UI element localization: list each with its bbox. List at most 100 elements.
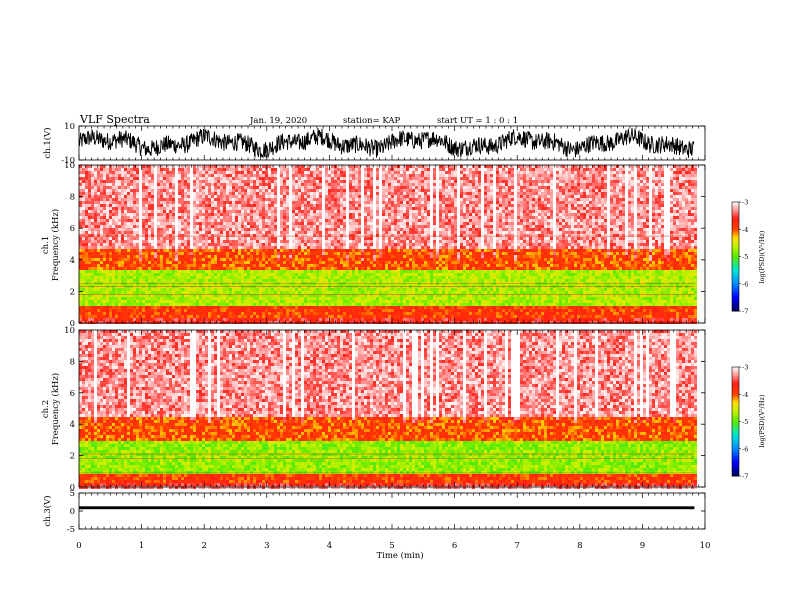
spectrogram-cell bbox=[130, 243, 133, 246]
spectrogram-cell bbox=[139, 264, 142, 267]
spectrogram-cell bbox=[124, 225, 127, 228]
spectrogram-cell bbox=[166, 237, 169, 240]
spectrogram-cell bbox=[94, 318, 97, 321]
spectrogram-cell bbox=[97, 279, 100, 282]
spectrogram-cell bbox=[112, 291, 115, 294]
spectrogram-cell bbox=[157, 195, 160, 198]
spectrogram-cell bbox=[94, 237, 97, 240]
spectrogram-cell bbox=[166, 312, 169, 315]
spectrogram-cell bbox=[157, 258, 160, 261]
spectrogram-cell bbox=[91, 207, 94, 210]
spectrogram-cell bbox=[97, 237, 100, 240]
spectrogram-cell bbox=[154, 276, 157, 279]
spectrogram-cell bbox=[136, 165, 139, 168]
spectrogram-cell bbox=[115, 180, 118, 183]
spectrogram-cell bbox=[166, 264, 169, 267]
spectrogram-cell bbox=[160, 249, 163, 252]
spectrogram-cell bbox=[121, 258, 124, 261]
spectrogram-cell bbox=[109, 213, 112, 216]
spectrogram-cell bbox=[103, 312, 106, 315]
spectrogram-cell bbox=[136, 261, 139, 264]
spectrogram-cell bbox=[175, 279, 178, 282]
spectrogram-cell bbox=[163, 165, 166, 168]
spectrogram-cell bbox=[91, 258, 94, 261]
spectrogram-cell bbox=[124, 171, 127, 174]
spectrogram-cell bbox=[94, 264, 97, 267]
spectrogram-cell bbox=[121, 177, 124, 180]
spectrogram-cell bbox=[115, 201, 118, 204]
spectrogram-cell bbox=[178, 273, 181, 276]
spectrogram-cell bbox=[121, 255, 124, 258]
spectrogram-cell bbox=[160, 192, 163, 195]
spectrogram-cell bbox=[169, 270, 172, 273]
spectrogram-cell bbox=[94, 201, 97, 204]
spectrogram-cell bbox=[136, 315, 139, 318]
spectrogram-cell bbox=[145, 291, 148, 294]
spectrogram-cell bbox=[130, 258, 133, 261]
spectrogram-cell bbox=[136, 186, 139, 189]
spectrogram-cell bbox=[136, 291, 139, 294]
spectrogram-cell bbox=[91, 195, 94, 198]
spectrogram-cell bbox=[94, 288, 97, 291]
spectrogram-cell bbox=[160, 219, 163, 222]
spectrogram-cell bbox=[94, 240, 97, 243]
spectrogram-cell bbox=[139, 309, 142, 312]
spectrogram-cell bbox=[157, 168, 160, 171]
spectrogram-cell bbox=[124, 270, 127, 273]
spectrogram-cell bbox=[160, 189, 163, 192]
spectrogram-cell bbox=[139, 297, 142, 300]
spectrogram-cell bbox=[112, 288, 115, 291]
spectrogram-cell bbox=[142, 279, 145, 282]
spectrogram-cell bbox=[94, 216, 97, 219]
spectrogram-cell bbox=[82, 300, 85, 303]
spectrogram-cell bbox=[88, 165, 91, 168]
spectrogram-cell bbox=[88, 240, 91, 243]
spectrogram-cell bbox=[178, 309, 181, 312]
spectrogram-cell bbox=[139, 180, 142, 183]
spectrogram-cell bbox=[88, 234, 91, 237]
spectrogram-cell bbox=[166, 279, 169, 282]
spectrogram-cell bbox=[94, 174, 97, 177]
spectrogram-cell bbox=[139, 219, 142, 222]
spectrogram-cell bbox=[160, 213, 163, 216]
spectrogram-cell bbox=[175, 297, 178, 300]
spectrogram-cell bbox=[175, 216, 178, 219]
spectrogram-cell bbox=[178, 279, 181, 282]
spectrogram-cell bbox=[115, 183, 118, 186]
spectrogram-cell bbox=[82, 279, 85, 282]
spectrogram-cell bbox=[94, 180, 97, 183]
spectrogram-cell bbox=[115, 174, 118, 177]
spectrogram-cell bbox=[118, 243, 121, 246]
spectrogram-cell bbox=[175, 195, 178, 198]
spectrogram-cell bbox=[136, 258, 139, 261]
spectrogram-cell bbox=[139, 315, 142, 318]
spectrogram-cell bbox=[166, 213, 169, 216]
spectrogram-cell bbox=[88, 273, 91, 276]
spectrogram-cell bbox=[112, 222, 115, 225]
spectrogram-cell bbox=[136, 222, 139, 225]
spectrogram-cell bbox=[124, 231, 127, 234]
spectrogram-cell bbox=[127, 300, 130, 303]
spectrogram-cell bbox=[118, 225, 121, 228]
spectrogram-cell bbox=[79, 318, 82, 321]
spectrogram-cell bbox=[82, 165, 85, 168]
spectrogram-cell bbox=[172, 300, 175, 303]
spectrogram-cell bbox=[136, 255, 139, 258]
spectrogram-cell bbox=[118, 177, 121, 180]
spectrogram-cell bbox=[79, 273, 82, 276]
spectrogram-cell bbox=[85, 252, 88, 255]
spectrogram-cell bbox=[112, 174, 115, 177]
spectrogram-cell bbox=[124, 249, 127, 252]
spectrogram-cell bbox=[166, 270, 169, 273]
spectrogram-cell bbox=[175, 168, 178, 171]
spectrogram-cell bbox=[166, 252, 169, 255]
spectrogram-cell bbox=[112, 246, 115, 249]
spectrogram-cell bbox=[100, 168, 103, 171]
spectrogram-cell bbox=[163, 198, 166, 201]
spectrogram-cell bbox=[166, 180, 169, 183]
spectrogram-cell bbox=[160, 273, 163, 276]
spectrogram-cell bbox=[151, 312, 154, 315]
spectrogram-cell bbox=[145, 222, 148, 225]
spectrogram-cell bbox=[163, 177, 166, 180]
spectrogram-cell bbox=[163, 291, 166, 294]
